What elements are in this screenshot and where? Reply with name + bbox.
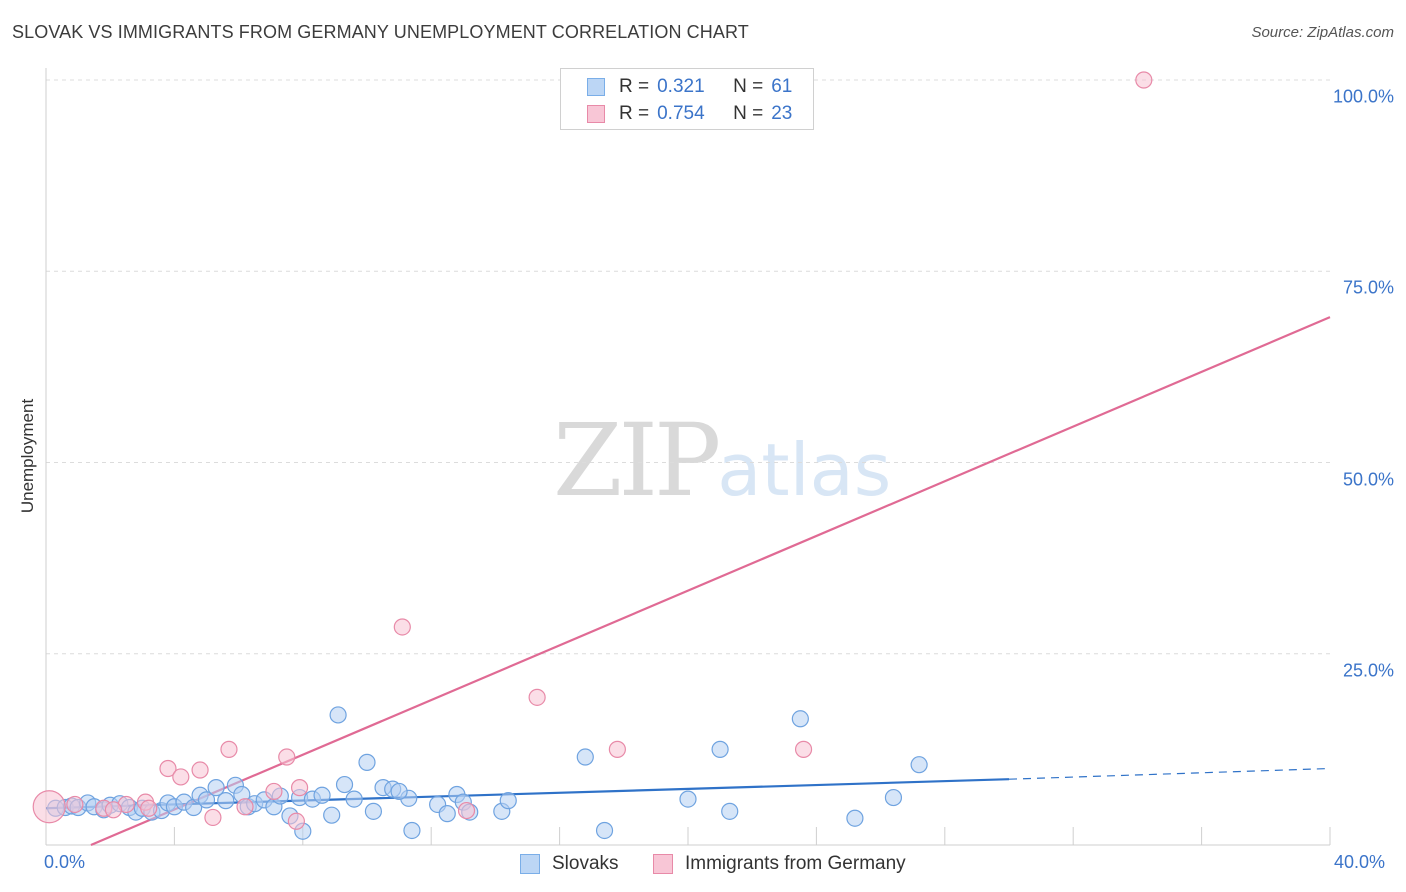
gridlines [46, 79, 1330, 655]
point-germany-21 [140, 799, 158, 817]
point-germany-12 [278, 748, 296, 766]
trend-line-germany [90, 316, 1331, 847]
y-tick-label-2: 50.0% [1342, 469, 1394, 489]
point-slovaks-45 [438, 805, 456, 823]
watermark-atlas: atlas [717, 428, 892, 512]
point-slovaks-52 [679, 790, 697, 808]
bottom-legend-slovaks: Slovaks [520, 852, 619, 876]
point-germany-20 [1135, 71, 1153, 89]
y-tick-label-3: 25.0% [1342, 660, 1394, 681]
point-germany-22 [104, 801, 123, 819]
point-germany-8 [204, 808, 222, 827]
point-slovaks-55 [791, 710, 809, 728]
x-tick-label-min: 0.0% [44, 852, 86, 872]
data-points [32, 71, 1153, 840]
legend-row-slovaks: R = 0.321 N = 61 [587, 73, 792, 101]
point-slovaks-54 [721, 802, 739, 820]
chart-source: Source: ZipAtlas.com [1251, 24, 1394, 41]
legend-n-label: N = [733, 103, 764, 124]
legend-swatch-slovaks [587, 78, 605, 96]
point-germany-19 [794, 740, 813, 758]
point-slovaks-51 [595, 821, 614, 840]
bottom-legend-swatch-slovaks [520, 854, 540, 874]
point-slovaks-60 [390, 782, 408, 801]
legend-n-value-slovaks: 61 [771, 76, 793, 97]
point-germany-16 [457, 801, 476, 820]
watermark-zip: ZIP [553, 402, 721, 519]
bottom-legend-swatch-germany [653, 854, 673, 874]
y-tick-label-1: 75.0% [1342, 277, 1394, 298]
y-tick-label-0: 100.0% [1332, 86, 1394, 107]
point-germany-17 [528, 688, 546, 706]
point-germany-11 [265, 782, 283, 801]
legend: R = 0.321 N = 61 R = 0.754 N = 23 [560, 68, 814, 130]
point-slovaks-59 [499, 792, 517, 810]
trend-lines [45, 316, 1331, 847]
point-germany-9 [220, 740, 238, 758]
point-germany-10 [236, 798, 254, 816]
point-germany-6 [172, 768, 190, 786]
legend-r-value-slovaks: 0.321 [657, 76, 705, 97]
point-slovaks-56 [846, 809, 864, 827]
legend-swatch-germany [587, 105, 605, 123]
legend-n-label: N = [733, 76, 764, 97]
point-slovaks-35 [329, 706, 347, 724]
point-germany-7 [191, 761, 209, 779]
point-slovaks-20 [207, 779, 225, 797]
point-germany-1 [66, 795, 84, 814]
point-slovaks-37 [345, 790, 363, 808]
watermark: ZIPatlas [553, 402, 891, 519]
point-slovaks-53 [711, 740, 729, 758]
legend-r-label: R = [619, 76, 650, 97]
point-germany-0 [32, 790, 66, 824]
point-slovaks-50 [576, 748, 594, 766]
legend-row-germany: R = 0.754 N = 23 [587, 100, 792, 128]
point-slovaks-34 [323, 806, 341, 824]
point-slovaks-57 [884, 788, 903, 807]
chart-title: SLOVAK VS IMMIGRANTS FROM GERMANY UNEMPL… [12, 22, 749, 42]
bottom-legend-label-slovaks: Slovaks [552, 853, 619, 874]
point-slovaks-19 [197, 791, 216, 809]
point-slovaks-36 [335, 775, 354, 794]
point-germany-18 [608, 740, 626, 758]
trend-line-slovaks-extension [1008, 767, 1331, 780]
legend-n-value-germany: 23 [771, 103, 793, 124]
legend-r-label: R = [619, 103, 650, 124]
point-germany-14 [290, 779, 309, 797]
axes [45, 68, 1331, 846]
bottom-legend-germany: Immigrants from Germany [653, 852, 906, 876]
bottom-legend-label-germany: Immigrants from Germany [685, 853, 906, 874]
legend-r-value-germany: 0.754 [657, 103, 705, 124]
point-slovaks-43 [403, 821, 421, 840]
point-slovaks-21 [217, 792, 235, 810]
point-germany-13 [287, 812, 305, 830]
point-germany-5 [159, 759, 177, 778]
point-slovaks-33 [313, 786, 331, 804]
point-slovaks-38 [358, 753, 376, 771]
x-tick-label-max: 40.0% [1334, 852, 1386, 872]
point-slovaks-58 [910, 756, 928, 774]
point-germany-15 [393, 618, 411, 636]
point-slovaks-39 [364, 802, 383, 820]
